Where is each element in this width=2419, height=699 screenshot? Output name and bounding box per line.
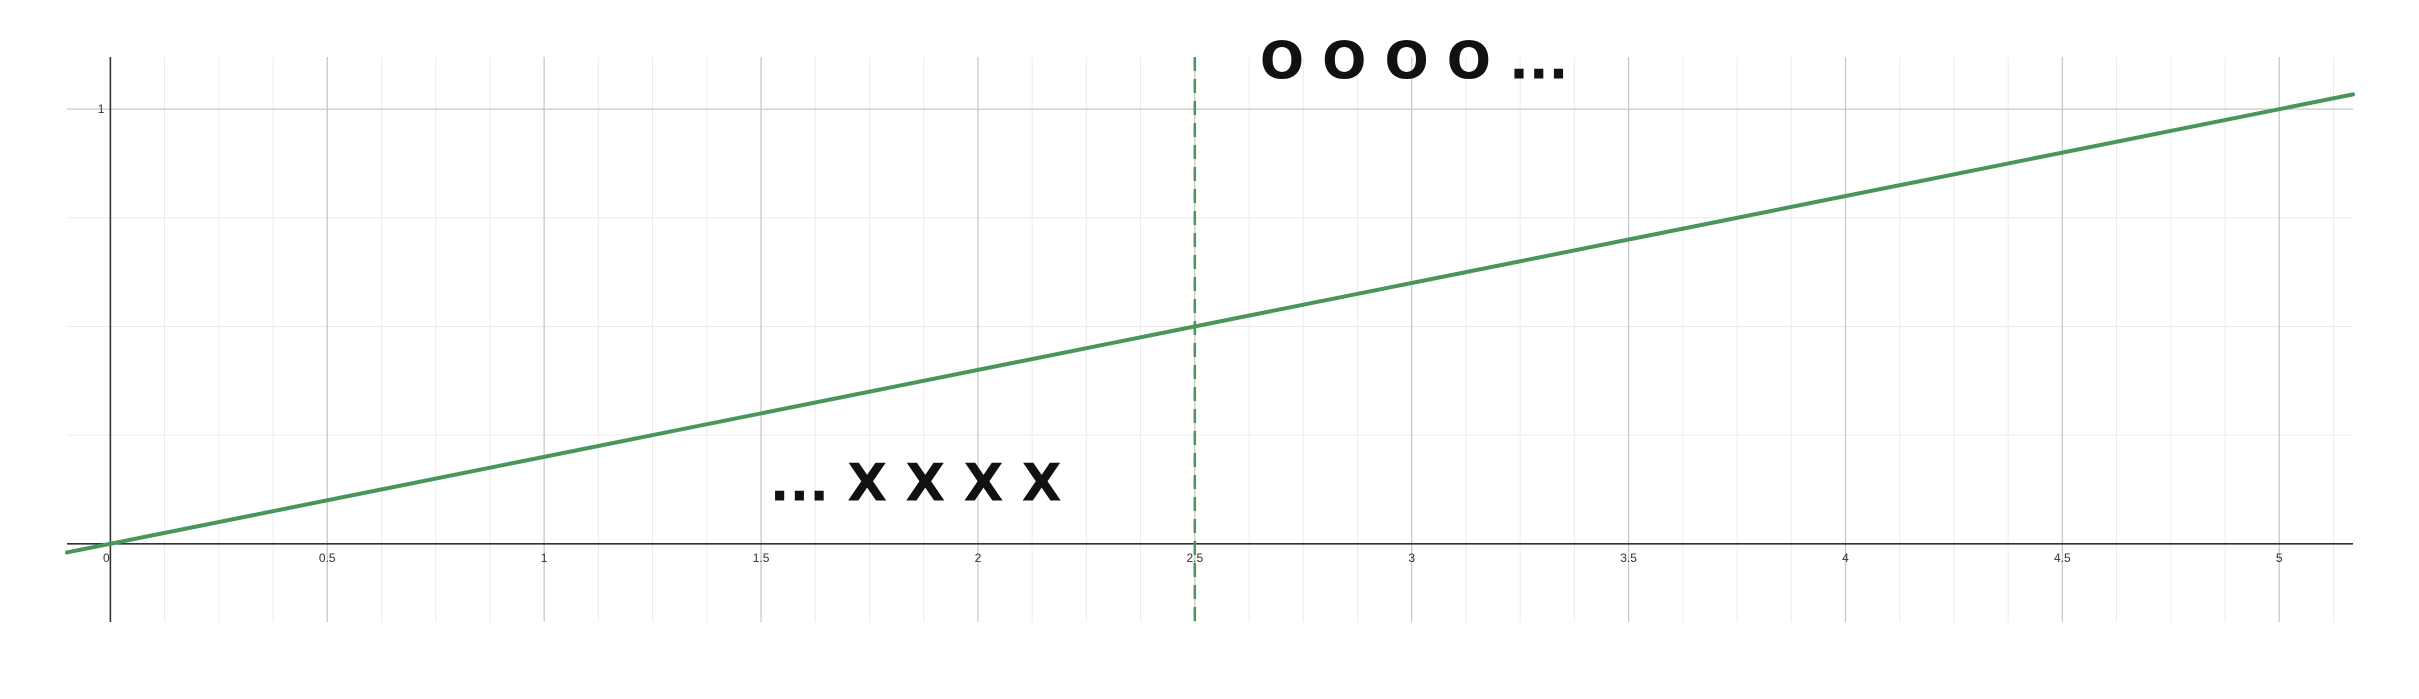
annotation-label: ... X X X X: [770, 453, 1062, 513]
x-tick-label: 5: [2276, 551, 2283, 565]
x-tick-label: 0: [103, 551, 110, 565]
x-tick-label: 3: [1408, 551, 1415, 565]
x-tick-label: 1: [541, 551, 548, 565]
x-tick-label: 0.5: [319, 551, 336, 565]
tick-labels: 0 0.5 1 1.5 2 2.5 3 3.5 4 4.5 5 1: [98, 102, 2283, 565]
major-grid: [67, 57, 2353, 622]
series-line: [65, 92, 2355, 555]
x-tick-label: 2.5: [1186, 551, 1203, 565]
x-tick-label: 4: [1842, 551, 1849, 565]
x-tick-label: 1.5: [753, 551, 770, 565]
minor-grid: [67, 57, 2353, 622]
x-tick-label: 2: [975, 551, 982, 565]
x-tick-label: 4.5: [2054, 551, 2071, 565]
y-tick-label: 1: [98, 102, 105, 116]
axes: [67, 57, 2353, 622]
series: [65, 92, 2355, 555]
x-tick-label: 3.5: [1620, 551, 1637, 565]
annotation-label: O O O O ...: [1260, 32, 1569, 92]
annotations: O O O O ... ... X X X X: [770, 32, 1569, 514]
